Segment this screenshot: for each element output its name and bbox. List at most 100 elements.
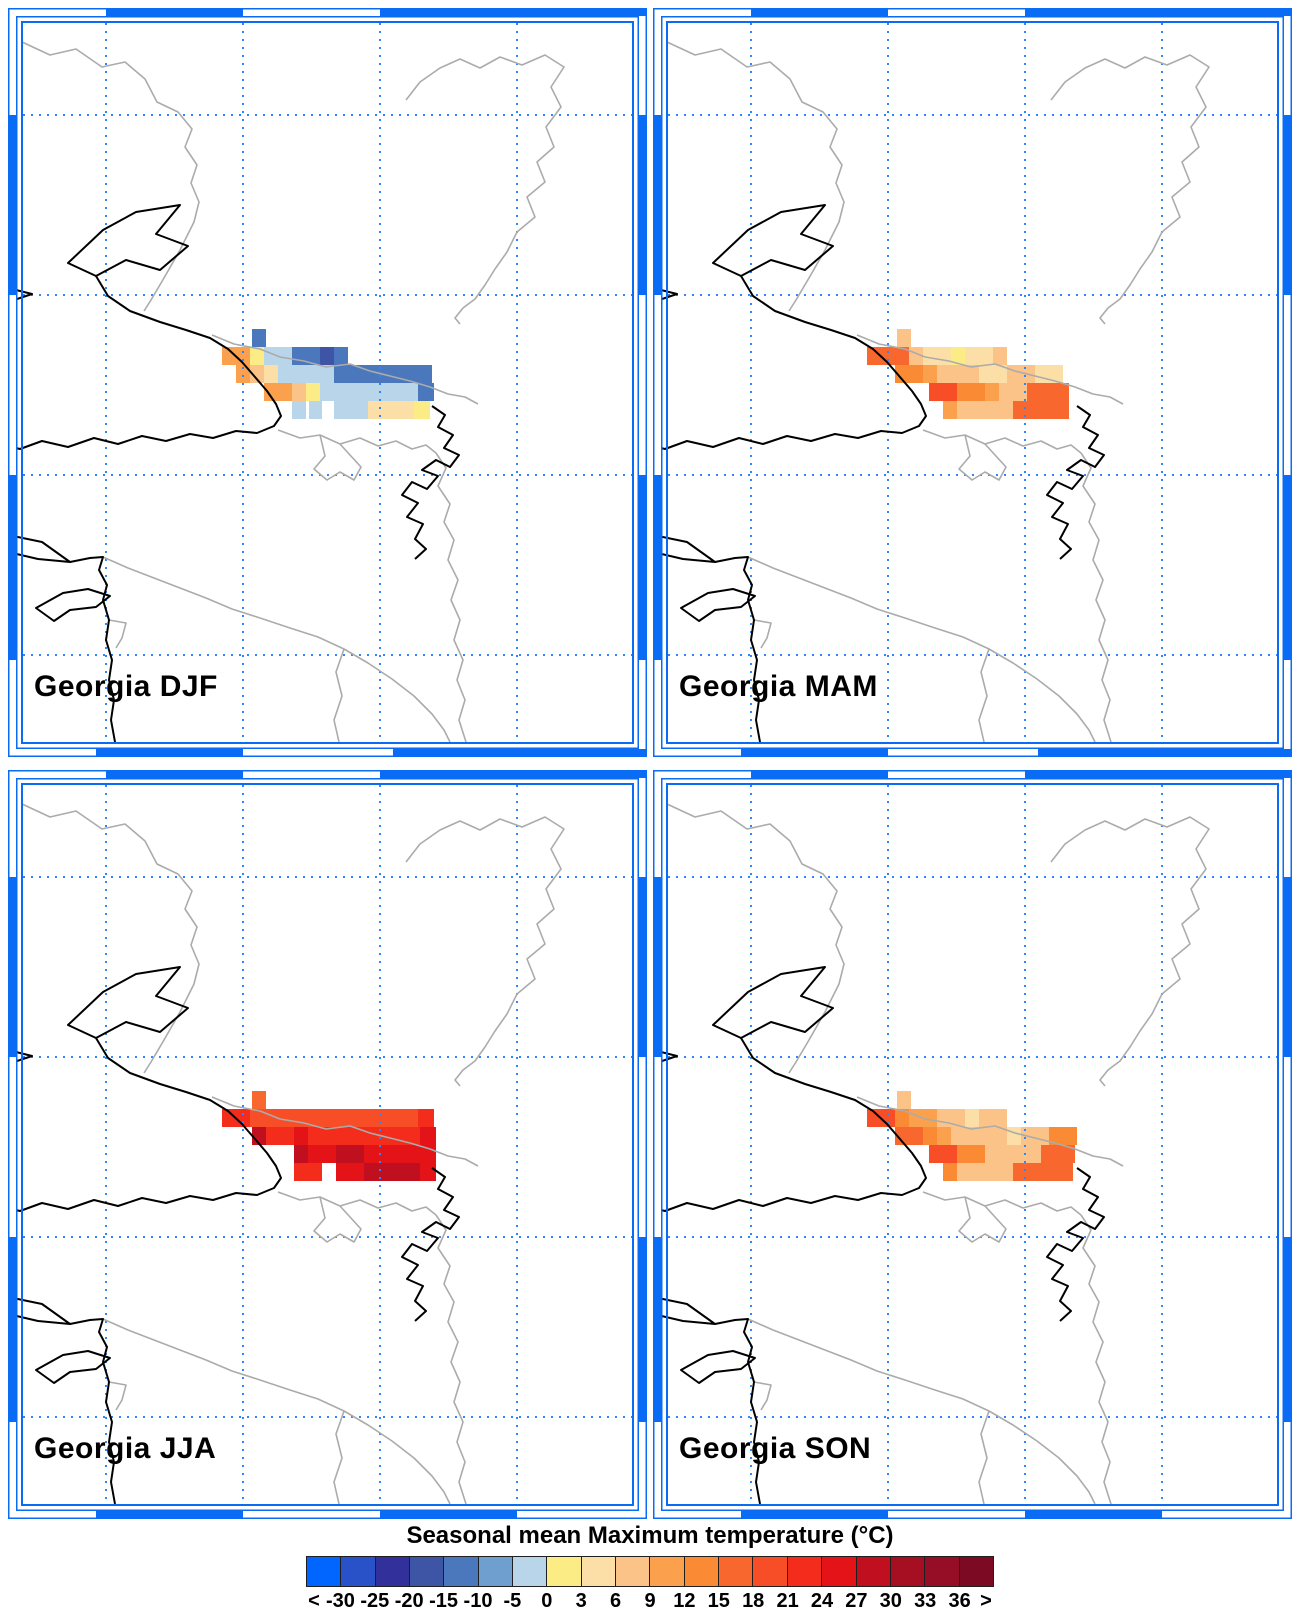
temperature-cell (951, 365, 979, 383)
colorbar-segment (512, 1556, 548, 1587)
colorbar-segment (786, 1556, 823, 1587)
temperature-cell (895, 1109, 909, 1127)
temperature-cell (1027, 383, 1069, 401)
temperature-cell (336, 1163, 364, 1181)
colorbar-segment (409, 1556, 445, 1587)
temperature-cell (957, 1163, 1013, 1181)
temperature-cell (236, 365, 250, 383)
temperature-cell (1007, 1127, 1021, 1145)
temperature-cell (985, 1145, 1013, 1163)
colorbar-tick: -25 (360, 1590, 390, 1612)
colorbar-segment (340, 1556, 376, 1587)
colorbar-segment (546, 1556, 582, 1587)
colorbar-tick: 18 (742, 1590, 765, 1612)
temperature-cell (320, 347, 334, 365)
temperature-cell (943, 1163, 957, 1181)
temperature-cell (308, 1127, 420, 1145)
temperature-cell (250, 347, 264, 365)
temperature-cell (979, 365, 1007, 383)
panel-djf: Georgia DJF (8, 8, 647, 757)
temperature-cell (929, 1145, 957, 1163)
colorbar-segment (718, 1556, 754, 1587)
colorbar-segment (615, 1556, 651, 1587)
colorbar-tick: 15 (707, 1590, 730, 1612)
temperature-cell (923, 365, 937, 383)
temperature-cell (364, 1163, 420, 1181)
temperature-cell (364, 1145, 420, 1163)
colorbar-ticks: < -30 -25 -20 -15 -10 -5 0 3 6 9 12 15 18 21 24 27 30 33 36… (306, 1590, 994, 1614)
temperature-cell (951, 347, 965, 365)
colorbar (306, 1556, 994, 1587)
colorbar-tick: 36 (948, 1590, 971, 1612)
temperature-cell (957, 383, 985, 401)
temperature-cell (250, 1109, 418, 1127)
temperature-cell (308, 1145, 336, 1163)
temperature-cell (979, 1109, 1007, 1127)
colorbar-tick: -5 (503, 1590, 522, 1612)
colorbar-tick: -15 (429, 1590, 459, 1612)
colorbar-tick: 27 (845, 1590, 868, 1612)
map-mam (653, 8, 1292, 757)
temperature-cell (1013, 1145, 1041, 1163)
temperature-cell (867, 347, 909, 365)
temperature-cell (957, 401, 1013, 419)
colorbar-tick: 12 (673, 1590, 696, 1612)
colorbar-tick: 0 (541, 1590, 553, 1612)
temperature-cell (294, 1127, 308, 1145)
temperature-cell (1013, 1163, 1073, 1181)
temperature-cell (1007, 365, 1035, 383)
temperature-cell (334, 347, 348, 365)
temperature-cell (278, 365, 334, 383)
panel-label-mam: Georgia MAM (679, 670, 878, 703)
temperature-cell (1041, 1145, 1075, 1163)
temperature-cell (923, 347, 951, 365)
temperature-cell (294, 1145, 308, 1163)
temperature-cell (418, 1109, 434, 1127)
colorbar-tick: -30 (325, 1590, 355, 1612)
panel-label-jja: Georgia JJA (34, 1432, 217, 1465)
colorbar-tick: -20 (394, 1590, 424, 1612)
temperature-cell (897, 1091, 911, 1109)
temperature-cell (957, 1145, 985, 1163)
temperature-cell (252, 1091, 266, 1109)
temperature-cell (923, 1127, 937, 1145)
temperature-cell (895, 365, 923, 383)
colorbar-segment (821, 1556, 857, 1587)
temperature-cell (897, 329, 911, 347)
temperature-cell (368, 401, 414, 419)
temperature-cell (252, 329, 266, 347)
colorbar-title: Seasonal mean Maximum temperature (°C) (406, 1522, 894, 1549)
colorbar-tick: 33 (914, 1590, 937, 1612)
colorbar-segment (958, 1556, 994, 1587)
panel-mam: Georgia MAM (653, 8, 1292, 757)
temperature-cell (895, 1127, 923, 1145)
temperature-cell (951, 1127, 1007, 1145)
colorbar-tick: 9 (644, 1590, 656, 1612)
colorbar-segment (306, 1556, 342, 1587)
temperature-cell (420, 1127, 436, 1145)
colorbar-tick: 21 (776, 1590, 799, 1612)
temperature-cell (929, 383, 957, 401)
map-djf (8, 8, 647, 757)
colorbar-segment (443, 1556, 479, 1587)
temperature-cell (306, 383, 320, 401)
panel-jja: Georgia JJA (8, 770, 647, 1519)
temperature-cell (985, 383, 999, 401)
temperature-cell (334, 401, 368, 419)
temperature-cell (320, 383, 418, 401)
colorbar-tick: 6 (610, 1590, 622, 1612)
colorbar-segment (855, 1556, 891, 1587)
temperature-cell (294, 1163, 322, 1181)
colorbar-segment (683, 1556, 720, 1587)
colorbar-segment (889, 1556, 926, 1587)
colorbar-segment (580, 1556, 617, 1587)
temperature-cell (1013, 401, 1069, 419)
colorbar-segment (752, 1556, 788, 1587)
colorbar-tick: -10 (463, 1590, 493, 1612)
temperature-cell (420, 1163, 436, 1181)
colorbar-segment (374, 1556, 411, 1587)
panel-label-son: Georgia SON (679, 1432, 872, 1465)
temperature-cell (336, 1145, 364, 1163)
colorbar-tick: 3 (575, 1590, 587, 1612)
